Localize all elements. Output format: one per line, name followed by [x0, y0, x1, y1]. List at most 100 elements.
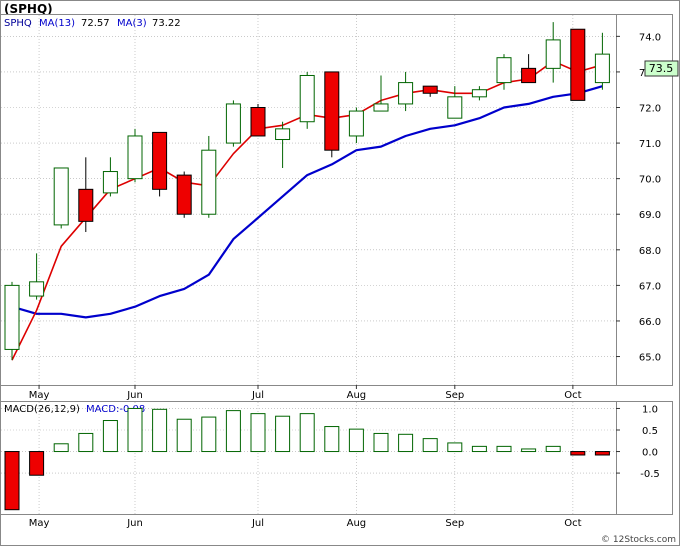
candle-body	[471, 89, 487, 98]
macd-bar-positive	[127, 407, 143, 453]
candle-up	[225, 100, 241, 147]
candle-body	[324, 71, 340, 151]
candle-body	[422, 85, 438, 94]
macd-legend: MACD(26,12,9) MACD:-0.08	[4, 404, 145, 415]
macd-bar-positive	[275, 415, 291, 453]
candle-body	[29, 281, 45, 297]
candle-body	[201, 149, 217, 215]
macd-bar-negative	[4, 451, 20, 511]
macd-x-axis: May Jun Jul Aug Sep Oct	[29, 518, 582, 529]
candle-up	[398, 71, 414, 112]
price-y-tick-label: 66.0	[639, 317, 661, 328]
price-y-tick-label: 68.0	[639, 246, 661, 257]
macd-y-tick-label: -0.5	[640, 469, 660, 480]
candle-body	[53, 167, 69, 226]
macd-x-tick-label: Sep	[445, 518, 464, 529]
candle-down	[521, 54, 537, 84]
price-x-tick-label: Sep	[445, 390, 464, 401]
macd-y-tick-label: 1.0	[642, 404, 658, 415]
last-price-badge-text: 73.5	[649, 62, 674, 75]
macd-x-tick-label: Jul	[251, 518, 264, 529]
candle-body	[545, 39, 561, 69]
candle-up	[4, 281, 20, 361]
ma-legend: SPHQ MA(13) 72.57 MA(3) 73.22	[4, 18, 181, 29]
candlestick-series	[4, 22, 610, 361]
candle-up	[53, 167, 69, 229]
candle-body	[4, 284, 20, 350]
macd-bar-positive	[545, 445, 561, 453]
candle-up	[29, 253, 45, 300]
price-x-tick-label: May	[29, 390, 50, 401]
macd-panel-frame	[0, 401, 673, 515]
candle-up	[594, 32, 610, 90]
candle-up	[201, 135, 217, 218]
candle-body	[373, 103, 389, 112]
candle-up	[348, 107, 364, 144]
macd-bar-positive	[201, 416, 217, 453]
macd-histogram	[4, 407, 610, 511]
macd-bar-negative	[29, 451, 45, 476]
candle-body	[348, 110, 364, 137]
candle-body	[275, 128, 291, 141]
macd-bar-positive	[471, 445, 487, 453]
ma13-legend-label: MA(13)	[39, 18, 75, 29]
macd-bar-positive	[53, 443, 69, 453]
candle-body	[102, 171, 118, 194]
candle-down	[152, 131, 168, 197]
candle-up	[127, 128, 143, 183]
price-y-tick-label: 72.0	[639, 104, 661, 115]
candle-down	[78, 157, 94, 233]
candle-down	[570, 28, 586, 101]
macd-y-axis: 1.0 0.5 0.0 -0.5	[616, 404, 660, 480]
ma13-legend-value: 72.57	[81, 18, 110, 29]
candle-up	[275, 121, 291, 168]
price-x-tick-label: Jul	[251, 390, 264, 401]
candle-body	[570, 28, 586, 101]
candle-body	[152, 131, 168, 190]
candle-body	[447, 96, 463, 119]
ma-legend-symbol: SPHQ	[4, 18, 32, 29]
price-y-tick-label: 65.0	[639, 353, 661, 364]
macd-bar-positive	[225, 410, 241, 453]
candle-up	[299, 71, 315, 129]
candle-body	[176, 174, 192, 215]
candle-up	[373, 75, 389, 112]
candle-up	[496, 54, 512, 90]
macd-y-tick-label: 0.0	[642, 448, 658, 459]
macd-bar-positive	[447, 442, 463, 453]
macd-bar-positive	[176, 418, 192, 453]
macd-legend-value: MACD:-0.08	[86, 404, 145, 415]
macd-bar-positive	[152, 408, 168, 453]
macd-bar-positive	[422, 438, 438, 453]
macd-bar-positive	[102, 420, 118, 453]
last-price-badge-box	[644, 60, 679, 77]
candle-body	[127, 135, 143, 180]
price-x-tick-label: Jun	[126, 390, 143, 401]
macd-bar-positive	[348, 428, 364, 453]
candle-body	[78, 188, 94, 222]
price-y-tick-label: 69.0	[639, 210, 661, 221]
candle-up	[545, 22, 561, 83]
last-price-badge: 73.5	[644, 60, 679, 77]
ma3-legend-value: 73.22	[152, 18, 181, 29]
ma13-line	[11, 85, 603, 319]
ma3-legend-label: MA(3)	[117, 18, 147, 29]
candle-body	[225, 103, 241, 144]
candle-up	[447, 86, 463, 119]
candle-up	[471, 86, 487, 101]
candle-body	[299, 74, 315, 123]
price-x-axis: May Jun Jul Aug Sep Oct	[29, 385, 582, 401]
macd-bar-positive	[521, 448, 537, 453]
macd-bar-positive	[324, 426, 340, 453]
candle-body	[250, 107, 266, 137]
macd-x-tick-label: Aug	[347, 518, 367, 529]
macd-bar-positive	[250, 413, 266, 453]
candle-up	[102, 157, 118, 197]
macd-legend-label: MACD(26,12,9)	[4, 404, 80, 415]
price-x-tick-label: Oct	[564, 390, 581, 401]
candle-down	[176, 171, 192, 218]
macd-x-tick-label: Jun	[126, 518, 143, 529]
candle-body	[594, 53, 610, 84]
